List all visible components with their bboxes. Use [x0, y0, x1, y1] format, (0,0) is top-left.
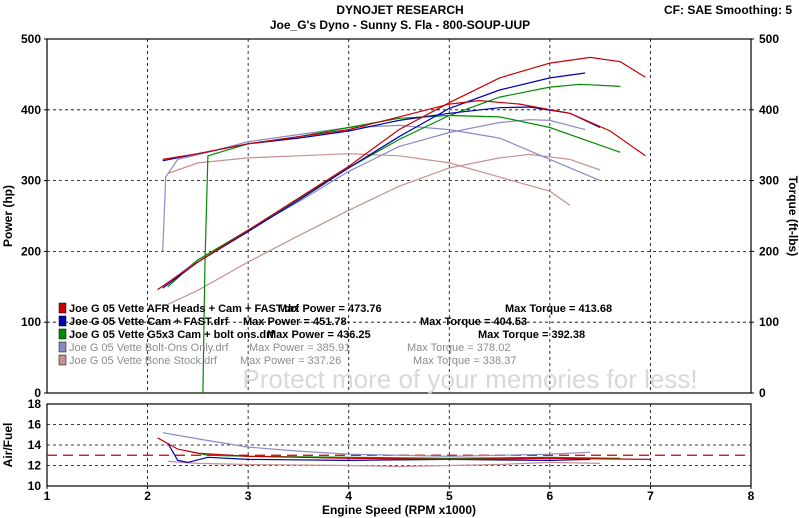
y-tick-label-left: 0: [34, 386, 41, 400]
afr-y-tick-label: 18: [28, 397, 42, 411]
main-series: [157, 56, 646, 394]
torque-series-line: [162, 124, 601, 252]
legend-max-power: Max Power = 451.78: [243, 316, 347, 328]
y-tick-label-left: 500: [21, 32, 41, 46]
y-tick-label-right: 400: [759, 103, 779, 117]
x-tick-label: 1: [44, 489, 51, 503]
x-tick-labels: 1 2 3 4 5 6 7 8: [44, 486, 755, 503]
y-tick-label-right: 500: [759, 32, 779, 46]
watermark-text: Protect more of your memories for less!: [242, 364, 697, 394]
legend-max-torque: Max Torque = 413.68: [505, 303, 612, 315]
legend-file-name: Joe G 05 Vette G5x3 Cam + bolt ons.drf: [69, 329, 274, 341]
afr-y-tick-label: 14: [28, 438, 42, 452]
legend-max-power: Max Power = 337.26: [240, 355, 341, 367]
afr-series-line: [157, 437, 651, 461]
legend: Joe G 05 Vette AFR Heads + Cam + FAST.dr…: [58, 302, 612, 367]
y-tick-label-right: 100: [759, 315, 779, 329]
y-tick-label-left: 100: [21, 315, 41, 329]
afr-y-tick-label: 10: [28, 479, 42, 493]
legend-file-name: Joe G 05 Vette Cam + FAST.drf: [69, 316, 229, 328]
x-tick-label: 2: [144, 489, 151, 503]
afr-y-tick-label: 12: [28, 459, 42, 473]
legend-max-power: Max Power = 385.91: [249, 342, 350, 354]
x-tick-label: 7: [647, 489, 654, 503]
x-tick-label: 3: [245, 489, 252, 503]
afr-grid: [47, 404, 751, 486]
afr-y-tick-labels: 10 12 14 16 18: [28, 397, 42, 493]
x-tick-label: 5: [446, 489, 453, 503]
x-axis-label: Engine Speed (RPM x1000): [322, 503, 476, 517]
correction-settings: CF: SAE Smoothing: 5: [664, 3, 792, 17]
legend-swatch: [58, 302, 67, 314]
y-tick-labels-left: 0 100 200 300 400 500: [21, 32, 47, 400]
legend-file-name: Joe G 05 Vette AFR Heads + Cam + FAST.dr…: [69, 303, 299, 315]
torque-series-line: [162, 99, 646, 160]
y-tick-label-left: 400: [21, 103, 41, 117]
afr-series-line: [187, 450, 621, 459]
legend-max-torque: Max Torque = 404.53: [420, 316, 527, 328]
power-series-line: [157, 56, 646, 291]
x-tick-label: 6: [547, 489, 554, 503]
afr-series: [157, 432, 651, 468]
x-tick-label: 4: [345, 489, 352, 503]
chart-subtitle: Joe_G's Dyno - Sunny S. Fla - 800-SOUP-U…: [270, 18, 530, 32]
legend-swatch: [58, 328, 67, 340]
y-axis-label-torque: Torque (ft-lbs): [786, 176, 799, 256]
afr-series-line: [162, 432, 591, 457]
y-tick-label-left: 300: [21, 174, 41, 188]
legend-swatch: [58, 341, 67, 353]
legend-max-torque: Max Torque = 392.38: [478, 329, 585, 341]
y-tick-label-right: 0: [759, 386, 766, 400]
afr-series-line: [167, 460, 601, 468]
legend-swatch: [58, 315, 67, 327]
afr-y-tick-label: 16: [28, 418, 42, 432]
torque-series-line: [167, 153, 571, 206]
legend-file-name: Joe G 05 Vette Bolt-Ons Only.drf: [69, 342, 229, 354]
x-tick-label: 8: [748, 489, 755, 503]
legend-max-power: Max Power = 436.25: [267, 329, 371, 341]
y-axis-label-power: Power (hp): [1, 185, 15, 247]
legend-max-power: Max Power = 473.76: [278, 303, 382, 315]
legend-max-torque: Max Torque = 338.37: [413, 355, 516, 367]
y-tick-labels-right: 0 100 200 300 400 500: [751, 32, 779, 400]
afr-series-line: [167, 442, 591, 464]
legend-file-name: Joe G 05 Vette Bone Stock.drf: [69, 355, 218, 367]
afr-plot-area: [46, 403, 752, 487]
legend-max-torque: Max Torque = 378.02: [407, 342, 510, 354]
main-grid: [47, 39, 751, 393]
chart-title: DYNOJET RESEARCH: [336, 3, 463, 17]
legend-swatch: [58, 354, 67, 366]
y-tick-label-right: 200: [759, 244, 779, 258]
y-tick-label-left: 200: [21, 244, 41, 258]
y-tick-label-right: 300: [759, 174, 779, 188]
y-axis-label-afr: Air/Fuel: [1, 423, 15, 468]
